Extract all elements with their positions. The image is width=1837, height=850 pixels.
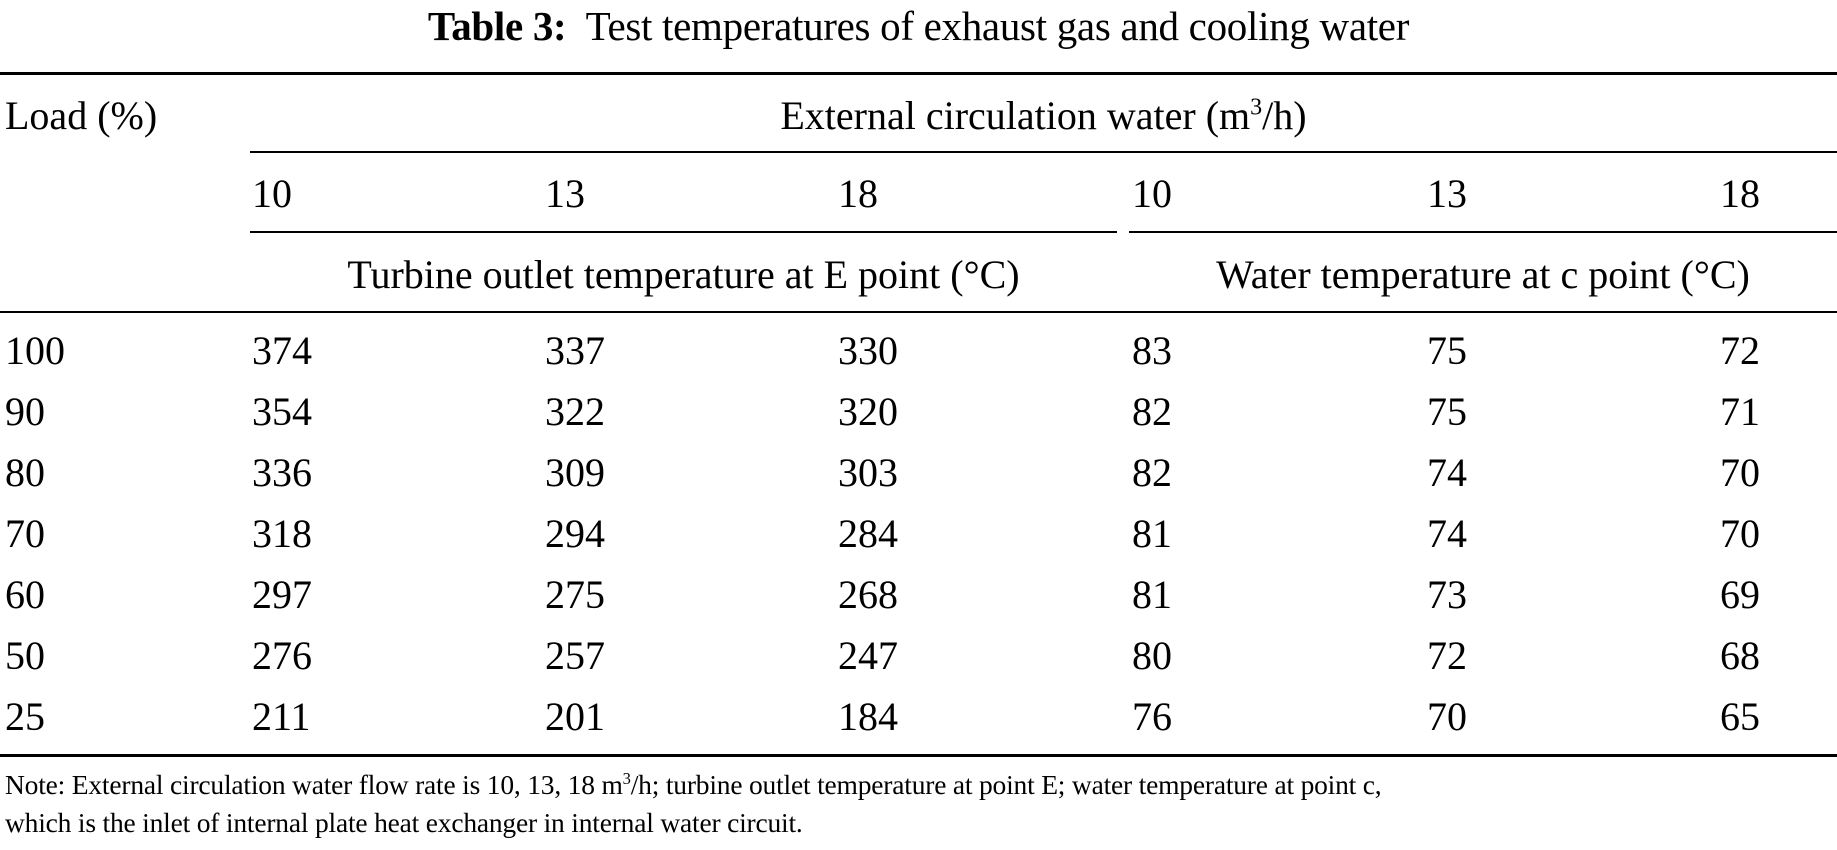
load-cell: 50 <box>5 633 45 678</box>
turbine-temp-10-cell: 374 <box>252 328 312 373</box>
group-underline <box>250 151 1837 153</box>
subgroup-header-turbine: Turbine outlet temperature at E point (°… <box>347 252 1020 297</box>
flow-rate-header: 13 <box>1427 171 1467 216</box>
water-temp-10-cell: 76 <box>1132 694 1172 739</box>
turbine-temp-18-cell: 320 <box>838 389 898 434</box>
top-rule <box>0 72 1837 75</box>
water-temp-18-cell: 71 <box>1720 389 1760 434</box>
turbine-temp-18-cell: 268 <box>838 572 898 617</box>
flow-rate-header: 18 <box>1720 171 1760 216</box>
water-temp-13-cell: 73 <box>1427 572 1467 617</box>
note-line-2: which is the inlet of internal plate hea… <box>5 807 803 838</box>
turbine-temp-10-cell: 336 <box>252 450 312 495</box>
caption-text: Test temperatures of exhaust gas and coo… <box>585 3 1410 49</box>
note-line-1: Note: External circulation water flow ra… <box>5 768 1382 800</box>
turbine-temp-18-cell: 330 <box>838 328 898 373</box>
table-note: Note: External circulation water flow ra… <box>5 766 1835 842</box>
turbine-temp-10-cell: 276 <box>252 633 312 678</box>
water-temp-18-cell: 72 <box>1720 328 1760 373</box>
turbine-temp-18-cell: 284 <box>838 511 898 556</box>
water-temp-10-cell: 81 <box>1132 511 1172 556</box>
turbine-temp-10-cell: 297 <box>252 572 312 617</box>
water-temp-18-cell: 68 <box>1720 633 1760 678</box>
water-temp-13-cell: 75 <box>1427 389 1467 434</box>
water-temp-13-cell: 75 <box>1427 328 1467 373</box>
water-temp-10-cell: 82 <box>1132 450 1172 495</box>
turbine-temp-13-cell: 322 <box>545 389 605 434</box>
table-caption: Table 3: Test temperatures of exhaust ga… <box>0 0 1837 52</box>
flow-rate-header: 10 <box>252 171 292 216</box>
subgroup-underline-left <box>250 231 1117 233</box>
load-cell: 90 <box>5 389 45 434</box>
subgroup-header-water: Water temperature at c point (°C) <box>1216 252 1750 297</box>
load-cell: 25 <box>5 694 45 739</box>
turbine-temp-18-cell: 247 <box>838 633 898 678</box>
water-temp-18-cell: 65 <box>1720 694 1760 739</box>
caption-label: Table 3: <box>427 3 567 49</box>
water-temp-13-cell: 74 <box>1427 511 1467 556</box>
turbine-temp-10-cell: 354 <box>252 389 312 434</box>
load-cell: 70 <box>5 511 45 556</box>
flow-rate-header: 18 <box>838 171 878 216</box>
turbine-temp-13-cell: 294 <box>545 511 605 556</box>
water-temp-10-cell: 80 <box>1132 633 1172 678</box>
flow-rate-header: 13 <box>545 171 585 216</box>
turbine-temp-13-cell: 201 <box>545 694 605 739</box>
turbine-temp-13-cell: 275 <box>545 572 605 617</box>
water-temp-18-cell: 69 <box>1720 572 1760 617</box>
water-temp-18-cell: 70 <box>1720 511 1760 556</box>
load-cell: 60 <box>5 572 45 617</box>
subgroup-underline-right <box>1129 231 1837 233</box>
water-temp-10-cell: 83 <box>1132 328 1172 373</box>
turbine-temp-10-cell: 211 <box>252 694 311 739</box>
turbine-temp-10-cell: 318 <box>252 511 312 556</box>
turbine-temp-18-cell: 184 <box>838 694 898 739</box>
water-temp-10-cell: 81 <box>1132 572 1172 617</box>
load-cell: 100 <box>5 328 65 373</box>
water-temp-13-cell: 70 <box>1427 694 1467 739</box>
water-temp-13-cell: 74 <box>1427 450 1467 495</box>
group-header: External circulation water (m3/h) <box>780 93 1307 138</box>
turbine-temp-13-cell: 337 <box>545 328 605 373</box>
water-temp-10-cell: 82 <box>1132 389 1172 434</box>
load-cell: 80 <box>5 450 45 495</box>
table-bottom-rule <box>0 754 1837 757</box>
load-header: Load (%) <box>5 93 158 138</box>
turbine-temp-13-cell: 309 <box>545 450 605 495</box>
flow-rate-header: 10 <box>1132 171 1172 216</box>
turbine-temp-13-cell: 257 <box>545 633 605 678</box>
water-temp-13-cell: 72 <box>1427 633 1467 678</box>
water-temp-18-cell: 70 <box>1720 450 1760 495</box>
turbine-temp-18-cell: 303 <box>838 450 898 495</box>
header-bottom-rule <box>0 311 1837 313</box>
